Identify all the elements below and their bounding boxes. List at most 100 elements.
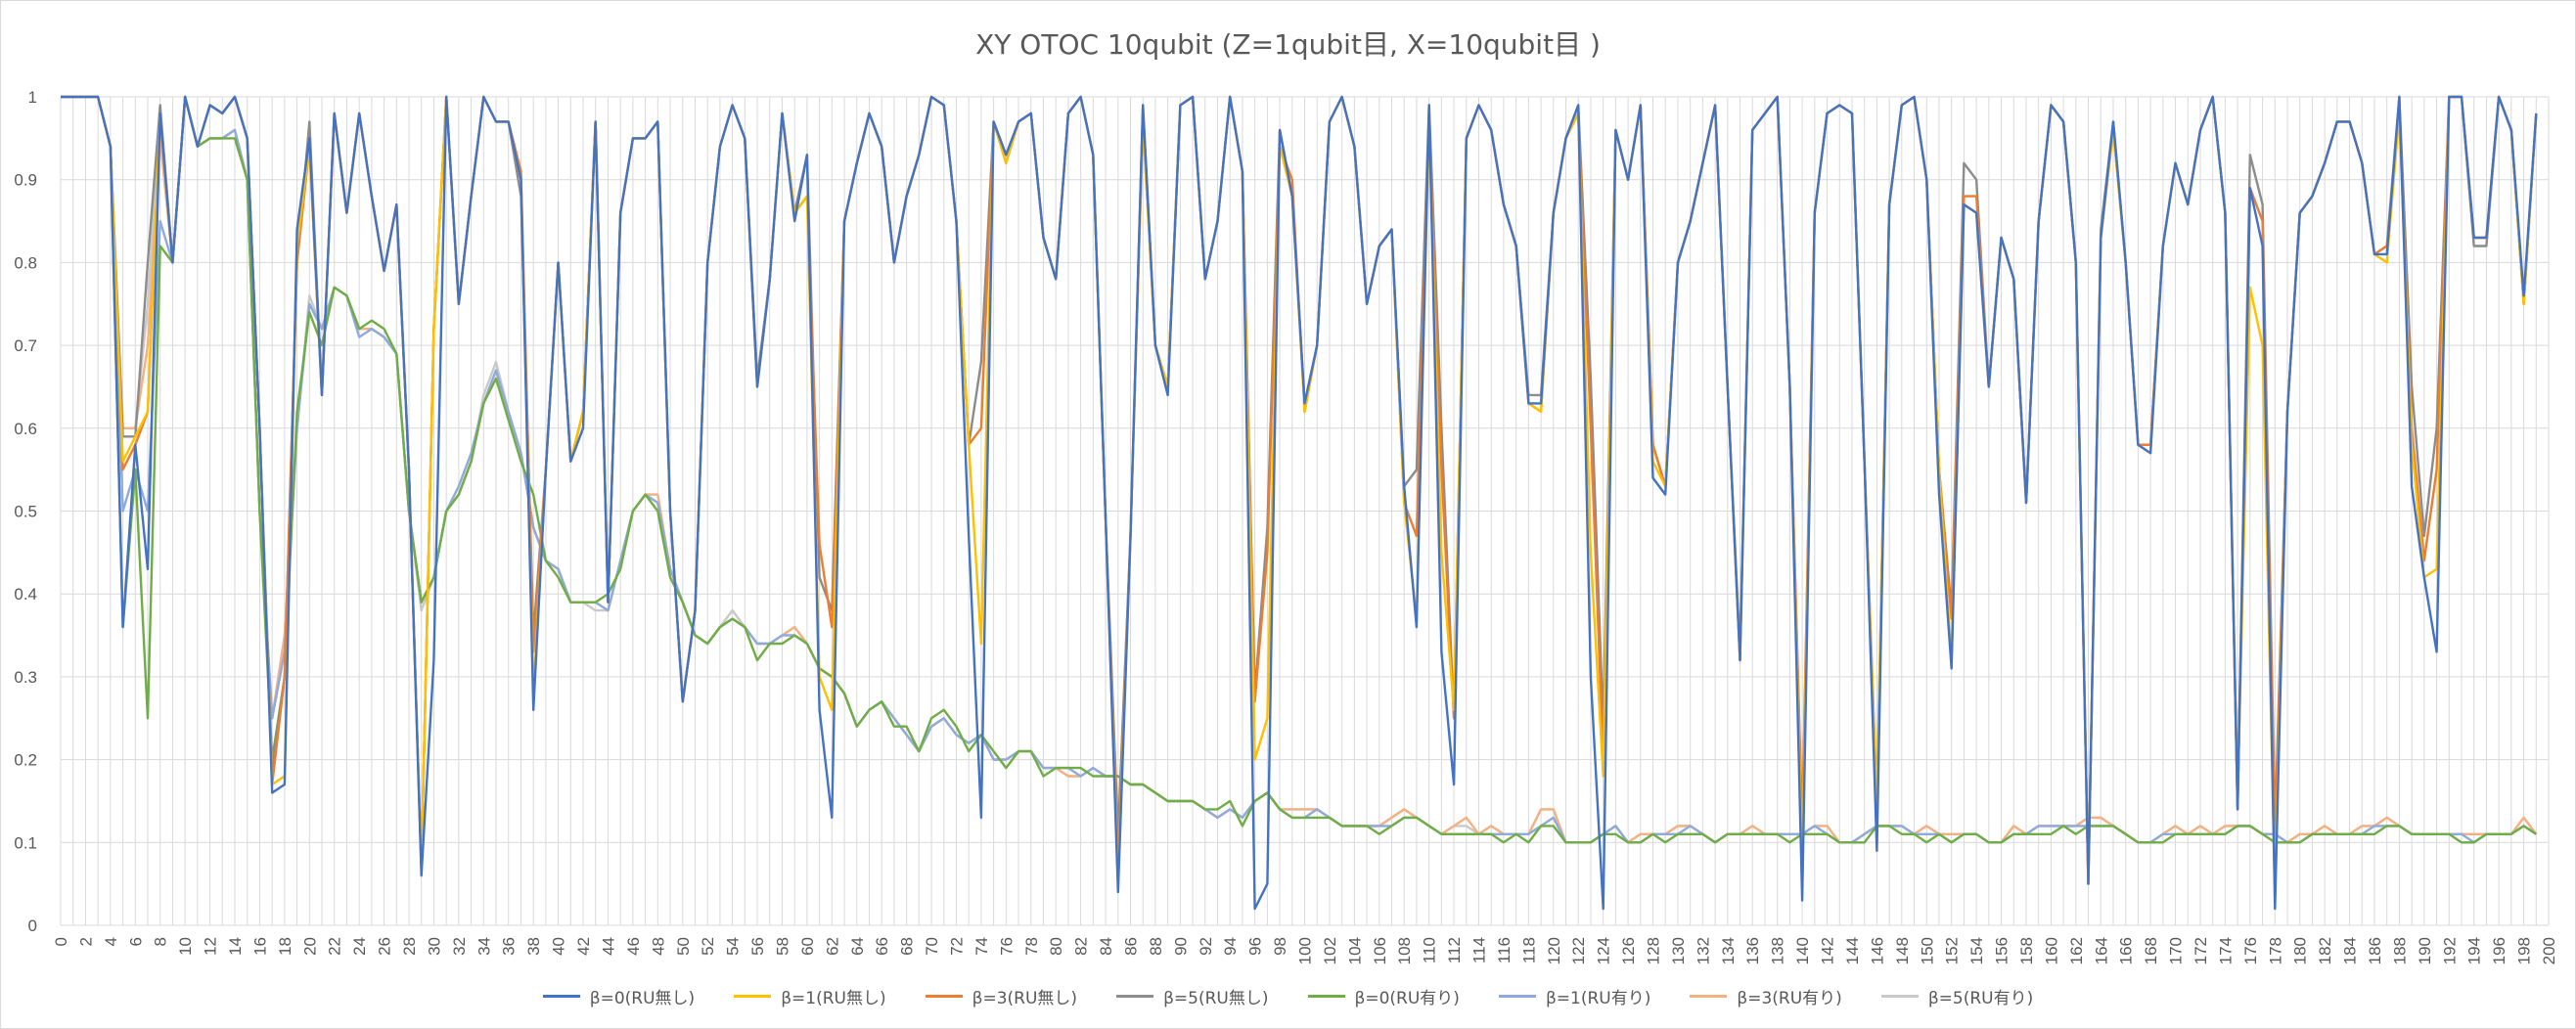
- x-tick-label: 96: [1246, 937, 1265, 956]
- y-tick-label: 1: [28, 88, 37, 107]
- legend-label: β=5(RU無し): [1163, 989, 1269, 1008]
- legend-label: β=1(RU無し): [781, 989, 886, 1008]
- x-tick-label: 104: [1345, 937, 1364, 964]
- legend-label: β=0(RU無し): [589, 989, 696, 1008]
- x-tick-label: 164: [2092, 937, 2110, 964]
- x-tick-label: 152: [1943, 937, 1962, 964]
- legend-swatch: [1116, 995, 1154, 998]
- x-tick-label: 78: [1022, 937, 1041, 956]
- y-tick-label: 0.4: [14, 585, 37, 604]
- x-tick-label: 50: [674, 937, 693, 956]
- x-tick-label: 148: [1893, 937, 1912, 964]
- x-tick-label: 172: [2192, 937, 2210, 964]
- legend-label: β=3(RU無し): [972, 989, 1078, 1008]
- x-tick-label: 116: [1495, 937, 1514, 963]
- x-tick-label: 2: [76, 937, 95, 946]
- x-tick-label: 138: [1769, 937, 1787, 964]
- y-tick-label: 0.3: [14, 668, 37, 687]
- legend-item: β=3(RU有り): [1690, 984, 1842, 1008]
- x-tick-label: 76: [997, 937, 1016, 956]
- x-tick-label: 180: [2291, 937, 2310, 964]
- x-tick-label: 110: [1421, 937, 1439, 963]
- plot-area: 00.10.20.30.40.50.60.70.80.91 0 2 4 6 8 10 12 1…: [14, 88, 2558, 964]
- x-tick-label: 176: [2241, 937, 2260, 964]
- x-tick-label: 100: [1296, 937, 1315, 964]
- x-tick-label: 54: [724, 937, 743, 956]
- x-tick-label: 70: [923, 937, 941, 956]
- x-tick-label: 62: [823, 937, 841, 956]
- legend-swatch: [542, 995, 580, 998]
- x-tick-label: 134: [1719, 937, 1738, 964]
- x-tick-label: 56: [748, 937, 767, 956]
- x-tick-label: 182: [2316, 937, 2334, 964]
- legend-label: β=3(RU有り): [1737, 989, 1842, 1008]
- x-tick-label: 20: [300, 937, 319, 956]
- x-tick-label: 174: [2216, 937, 2235, 964]
- series-line-5: [61, 95, 2537, 844]
- x-tick-label: 12: [202, 937, 220, 956]
- x-tick-label: 192: [2440, 937, 2459, 964]
- x-tick-label: 156: [1993, 937, 2011, 964]
- x-tick-label: 144: [1843, 937, 1862, 964]
- x-tick-label: 188: [2390, 937, 2409, 964]
- x-tick-label: 34: [475, 937, 493, 956]
- x-tick-label: 114: [1470, 937, 1489, 963]
- chart-title: XY OTOC 10qubit (Z=1qubit目, X=10qubit目 ): [975, 28, 1601, 61]
- legend-label: β=0(RU有り): [1354, 989, 1460, 1008]
- x-tick-label: 22: [326, 937, 344, 956]
- legend-item: β=5(RU無し): [1116, 984, 1269, 1008]
- legend-item: β=3(RU無し): [925, 984, 1078, 1008]
- legend-swatch: [734, 995, 772, 998]
- x-tick-label: 86: [1121, 937, 1140, 956]
- x-tick-label: 26: [376, 937, 394, 956]
- x-tick-label: 126: [1619, 937, 1638, 964]
- y-tick-label: 0: [28, 917, 37, 935]
- x-tick-label: 106: [1371, 937, 1389, 964]
- x-tick-label: 142: [1819, 937, 1837, 964]
- x-tick-label: 6: [126, 937, 145, 946]
- x-tick-label: 140: [1793, 937, 1812, 964]
- x-tick-label: 10: [176, 937, 195, 956]
- x-tick-label: 84: [1097, 937, 1115, 956]
- x-tick-label: 108: [1395, 937, 1414, 964]
- x-tick-label: 158: [2017, 937, 2036, 964]
- x-tick-label: 146: [1868, 937, 1886, 964]
- grid-lines: [60, 96, 2550, 926]
- x-tick-label: 170: [2167, 937, 2186, 964]
- x-tick-label: 92: [1197, 937, 1215, 956]
- y-tick-label: 0.9: [14, 171, 37, 190]
- x-tick-label: 196: [2490, 937, 2508, 964]
- legend-swatch: [1690, 995, 1728, 998]
- series-line-2: [61, 95, 2538, 885]
- series-line-1: [61, 95, 2538, 894]
- x-tick-label: 16: [250, 937, 269, 956]
- legend-item: β=1(RU有り): [1498, 984, 1651, 1008]
- x-tick-label: 178: [2266, 937, 2284, 964]
- x-tick-label: 46: [624, 937, 643, 956]
- x-tick-label: 80: [1047, 937, 1065, 956]
- x-tick-label: 44: [599, 937, 617, 956]
- x-tick-label: 94: [1221, 937, 1240, 956]
- x-tick-label: 124: [1595, 937, 1613, 964]
- x-tick-label: 32: [450, 937, 469, 956]
- x-tick-label: 198: [2515, 937, 2534, 964]
- legend-label: β=1(RU有り): [1545, 989, 1651, 1008]
- x-tick-label: 130: [1669, 937, 1688, 964]
- x-tick-label: 68: [898, 937, 917, 956]
- x-tick-label: 98: [1271, 937, 1289, 956]
- y-tick-label: 0.7: [14, 336, 37, 355]
- legend-swatch: [1307, 995, 1345, 998]
- x-tick-label: 154: [1967, 937, 1986, 964]
- x-tick-label: 186: [2366, 937, 2384, 964]
- y-axis-tick-labels: 0 0.1 0.2 0.3 0.4 0.5 0.6 0.7 0.8 0.9 1: [14, 88, 37, 935]
- x-tick-label: 14: [226, 937, 245, 956]
- y-tick-label: 0.2: [14, 751, 37, 770]
- y-tick-label: 0.6: [14, 420, 37, 438]
- x-tick-label: 162: [2067, 937, 2086, 964]
- legend-swatch: [1498, 995, 1536, 998]
- x-tick-label: 74: [972, 937, 991, 956]
- series-lines: [61, 95, 2538, 911]
- x-axis-tick-labels: 0 2 4 6 8 10 12 14 16 18 20 22 24 26 28 30 32 34 36 38 40 42 4…: [52, 937, 2558, 964]
- x-tick-label: 122: [1569, 937, 1588, 964]
- x-tick-label: 28: [400, 937, 419, 956]
